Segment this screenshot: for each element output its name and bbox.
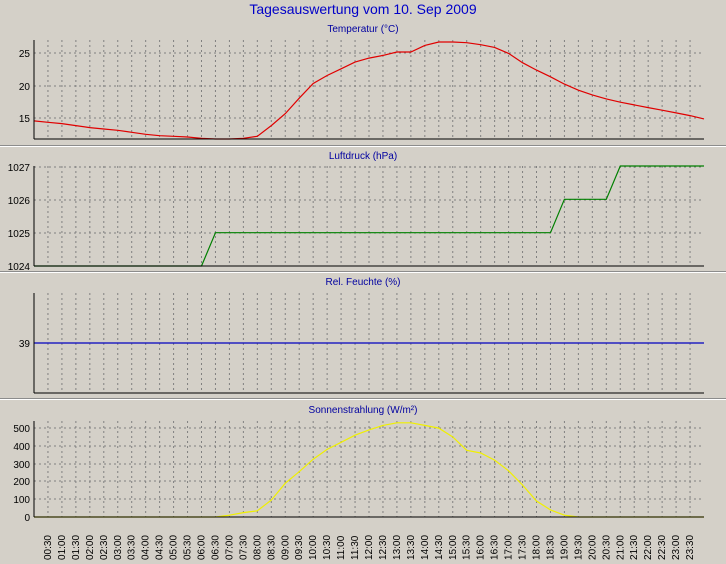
x-tick-label: 03:00 [113,535,124,560]
x-tick-label: 02:30 [99,535,110,560]
x-tick-label: 04:30 [155,535,166,560]
x-tick-label: 17:30 [518,534,529,559]
y-tick-label: 300 [13,460,30,471]
x-tick-label: 12:00 [364,535,375,560]
panel-separator [0,271,726,273]
x-tick-label: 01:00 [57,535,68,560]
x-tick-label: 16:30 [490,535,501,560]
x-axis-labels: 00:30 01:00 01:30 02:00 02:30 03:00 03:30 04:00… [43,534,696,560]
x-tick-label: 15:30 [462,535,473,560]
x-tick-label: 21:30 [629,535,640,560]
x-tick-label: 05:00 [169,535,180,560]
x-tick-label: 21:00 [615,535,626,560]
y-tick-label: 500 [13,424,30,435]
x-tick-label: 19:00 [559,535,570,560]
x-tick-label: 09:00 [280,535,291,560]
x-tick-label: 17:00 [504,535,515,560]
x-tick-label: 03:30 [127,535,138,560]
y-tick-label: 1027 [8,163,31,174]
x-tick-label: 20:30 [601,535,612,560]
y-tick-label: 100 [13,495,30,506]
x-tick-label: 09:30 [294,535,305,560]
x-tick-label: 19:30 [573,535,584,560]
x-tick-label: 02:00 [85,535,96,560]
x-tick-label: 18:30 [546,535,557,560]
x-tick-label: 14:30 [434,535,445,560]
x-tick-label: 10:30 [322,535,333,560]
x-tick-label: 22:00 [643,535,654,560]
y-tick-label: 200 [13,477,30,488]
x-tick-label: 11:00 [336,535,347,560]
humidity-panel-title: Rel. Feuchte (%) [325,277,401,288]
series-line-1 [34,165,704,267]
chart-panel-2: 39 [19,293,704,394]
x-tick-label: 10:00 [308,535,319,560]
x-tick-label: 06:00 [197,535,208,560]
chart-panel-0: 25 20 15 [19,40,705,140]
x-tick-label: 18:00 [532,535,543,560]
y-tick-label: 15 [19,114,31,125]
plot-area [34,40,704,139]
temperature-panel-title: Temperatur (°C) [327,24,399,35]
y-tick-label: 1026 [8,196,31,207]
panel-separator [0,145,726,147]
x-tick-label: 00:30 [43,535,54,560]
x-tick-label: 14:00 [420,535,431,560]
series-line-0 [33,41,705,140]
x-tick-label: 05:30 [183,534,194,559]
x-tick-label: 11:30 [350,535,361,560]
y-tick-label: 1024 [8,262,31,273]
y-tick-label: 25 [19,49,31,60]
y-tick-label: 39 [19,339,31,350]
x-tick-label: 07:30 [238,535,249,560]
x-tick-label: 20:00 [587,535,598,560]
y-tick-label: 400 [13,442,30,453]
pressure-panel-title: Luftdruck (hPa) [328,151,398,162]
x-tick-label: 04:00 [141,535,152,560]
y-tick-label: 1025 [8,229,31,240]
x-tick-label: 23:00 [671,535,682,560]
x-tick-label: 16:00 [476,535,487,560]
x-tick-label: 01:30 [71,535,82,560]
x-tick-label: 07:00 [224,535,235,560]
y-tick-label: 20 [19,82,31,93]
x-tick-label: 08:00 [252,535,263,560]
chart-panel-3: 500 400 300 200 100 0 [13,421,704,524]
radiation-panel-title: Sonnenstrahlung (W/m²) [308,405,418,416]
x-tick-label: 15:00 [448,535,459,560]
x-tick-label: 12:30 [378,535,389,560]
x-tick-label: 13:00 [392,535,403,560]
x-tick-label: 13:30 [406,535,417,560]
panel-separator [0,398,726,400]
x-tick-label: 08:30 [266,535,277,560]
x-tick-label: 23:30 [685,534,696,559]
chart-panel-1: 1027 1026 1025 1024 [8,163,704,273]
x-tick-label: 06:30 [211,535,222,560]
x-tick-label: 22:30 [657,535,668,560]
report-title: Tagesauswertung vom 10. Sep 2009 [249,1,477,17]
y-tick-label: 0 [24,513,30,524]
